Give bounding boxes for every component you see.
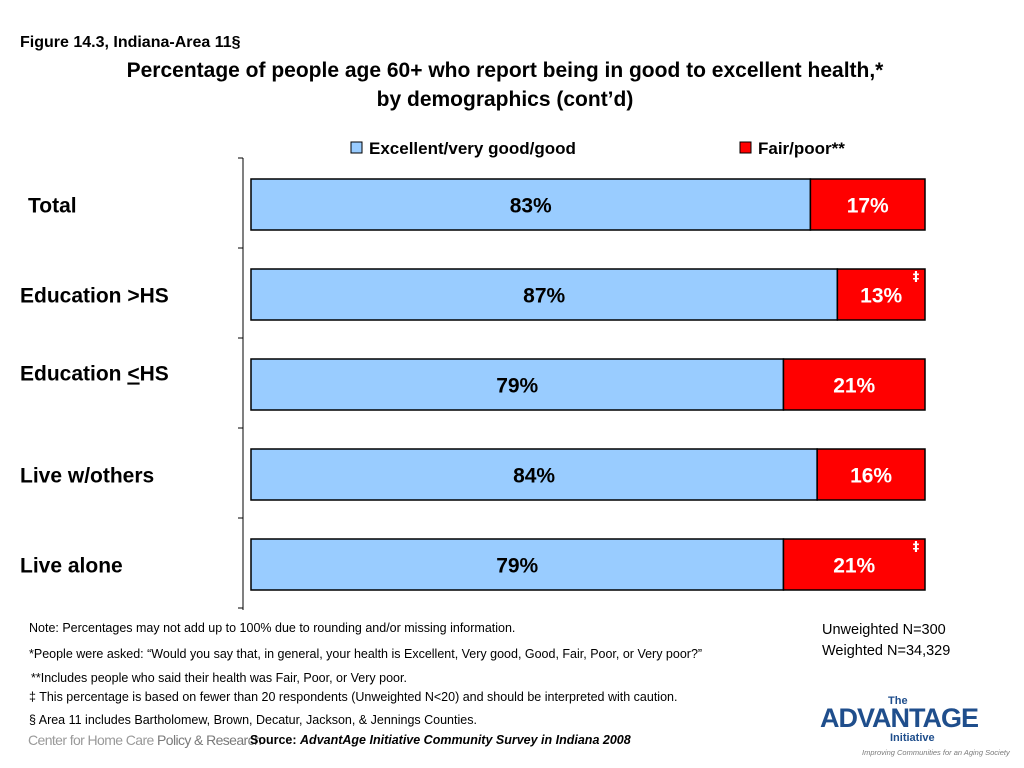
category-label-education-hs: Education <HS [20, 363, 169, 386]
data-label-education-hs-fair-poor: 13% [860, 285, 902, 308]
bar-education-hs-excellent-very-good-good [250, 268, 839, 321]
category-label-live-alone: Live alone [20, 555, 123, 578]
bar-education-hs-fair-poor [836, 268, 926, 321]
legend-label-fair-poor: Fair/poor** [758, 139, 845, 158]
note-area: § Area 11 includes Bartholomew, Brown, D… [29, 713, 477, 727]
advantage-logo-wordmark: ADVANTAGE [820, 703, 979, 733]
note-question: *People were asked: “Would you say that,… [29, 647, 703, 661]
advantage-logo-the: The [888, 695, 908, 707]
source-line: Source: AdvantAge Initiative Community S… [250, 733, 631, 747]
annotation-education-hs: ‡ [913, 270, 920, 285]
weighted-n: Weighted N=34,329 [822, 643, 951, 659]
note-caution: ‡ This percentage is based on fewer than… [29, 690, 678, 704]
advantage-logo: The ADVANTAGE Initiative Improving Commu… [818, 695, 1018, 763]
source-label: Source: [250, 733, 297, 747]
source-text: AdvantAge Initiative Community Survey in… [300, 733, 631, 747]
category-label-total: Total [28, 195, 77, 218]
bar-education-hs-excellent-very-good-good [250, 358, 785, 411]
annotation-live-alone: ‡ [913, 540, 920, 555]
stacked-bar-chart: Excellent/very good/good Fair/poor** Total… [20, 139, 926, 610]
chart-title-line1: Percentage of people age 60+ who report … [126, 59, 884, 82]
data-label-total-fair-poor: 17% [847, 195, 889, 218]
bar-live-w-others-excellent-very-good-good [250, 448, 818, 501]
cfhcpr-logo-part1: Center for Home Care [28, 732, 158, 748]
legend-swatch-excellent-very-good-good [350, 141, 363, 154]
data-label-total-excellent-very-good-good: 83% [510, 195, 552, 218]
legend-swatch-fair-poor [739, 141, 752, 154]
category-label-live-w-others: Live w/others [20, 465, 154, 488]
bar-live-alone-excellent-very-good-good [250, 538, 785, 591]
category-label-education-hs: Education >HS [20, 285, 169, 308]
note-fairpoor: **Includes people who said their health … [31, 671, 407, 685]
cfhcpr-logo: Center for Home Care Policy & Research [28, 732, 262, 748]
unweighted-n: Unweighted N=300 [822, 622, 946, 638]
data-label-live-alone-fair-poor: 21% [833, 555, 875, 578]
chart-title-line2: by demographics (cont’d) [376, 88, 634, 111]
data-label-live-w-others-fair-poor: 16% [850, 465, 892, 488]
data-label-live-alone-excellent-very-good-good: 79% [496, 555, 538, 578]
data-label-education-hs-fair-poor: 21% [833, 375, 875, 398]
bar-total-fair-poor [809, 178, 926, 231]
chart-title: Percentage of people age 60+ who report … [0, 56, 1010, 114]
bar-total-excellent-very-good-good [250, 178, 812, 231]
figure-label: Figure 14.3, Indiana-Area 11§ [20, 34, 241, 51]
advantage-logo-tagline: Improving Communities for an Aging Socie… [862, 748, 1010, 757]
data-label-education-hs-excellent-very-good-good: 79% [496, 375, 538, 398]
data-label-live-w-others-excellent-very-good-good: 84% [513, 465, 555, 488]
legend-label-excellent-very-good-good: Excellent/very good/good [369, 139, 576, 158]
advantage-logo-initiative: Initiative [890, 732, 935, 744]
bar-education-hs-fair-poor [782, 358, 926, 411]
data-label-education-hs-excellent-very-good-good: 87% [523, 285, 565, 308]
cfhcpr-logo-part2: Policy & Research [157, 732, 262, 748]
note-rounding: Note: Percentages may not add up to 100%… [29, 621, 516, 635]
bar-live-alone-fair-poor [782, 538, 926, 591]
bar-live-w-others-fair-poor [816, 448, 926, 501]
